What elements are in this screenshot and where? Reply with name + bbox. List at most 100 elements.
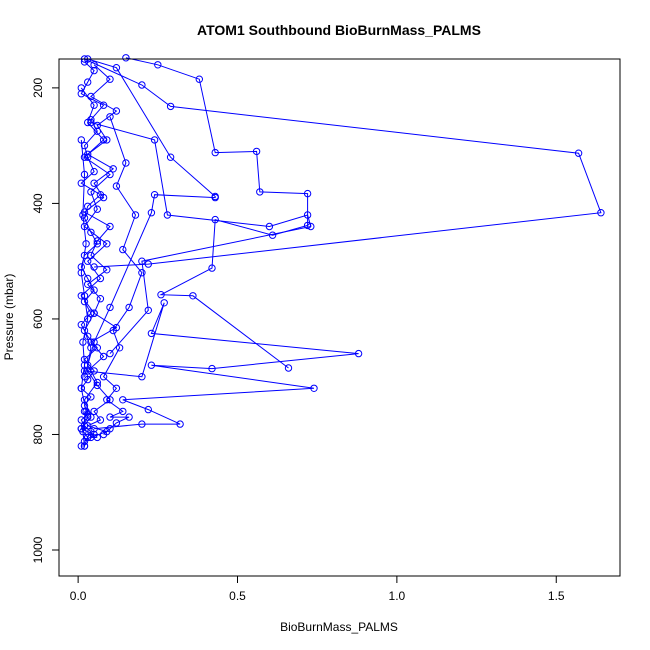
x-tick-label: 1.5 xyxy=(548,589,565,603)
data-point xyxy=(150,136,159,144)
data-point xyxy=(303,189,312,198)
data-point xyxy=(77,136,86,144)
data-point xyxy=(106,222,114,231)
data-point xyxy=(166,153,175,161)
data-point xyxy=(211,193,219,202)
data-point xyxy=(106,113,114,121)
data-point xyxy=(77,84,86,92)
data-point xyxy=(284,364,293,372)
chart-title: ATOM1 Southbound BioBurnMass_PALMS xyxy=(197,22,481,38)
data-point xyxy=(82,407,90,416)
data-point xyxy=(176,420,184,428)
data-point xyxy=(119,407,127,416)
data-point xyxy=(574,149,583,157)
data-point xyxy=(112,419,121,427)
y-tick-label: 400 xyxy=(31,193,45,213)
data-point xyxy=(211,148,219,157)
data-point xyxy=(84,315,92,323)
data-point xyxy=(125,413,133,421)
data-point xyxy=(82,240,90,248)
data-point xyxy=(106,75,114,83)
data-point xyxy=(106,425,114,433)
series-line-6 xyxy=(90,122,312,354)
data-point xyxy=(166,102,175,111)
data-point xyxy=(195,75,204,83)
data-point xyxy=(125,303,133,312)
data-point xyxy=(119,396,127,404)
data-point xyxy=(112,182,121,190)
data-point xyxy=(77,269,86,277)
data-point xyxy=(79,427,87,436)
data-point xyxy=(106,170,114,179)
data-point xyxy=(109,165,117,173)
data-point xyxy=(87,413,95,421)
data-point xyxy=(122,159,130,167)
data-point xyxy=(103,396,111,404)
data-point xyxy=(90,309,98,317)
series-line-4 xyxy=(84,58,602,268)
y-axis-label: Pressure (mbar) xyxy=(2,274,16,361)
data-point xyxy=(90,66,98,75)
data-point xyxy=(90,167,98,176)
data-point xyxy=(77,384,86,392)
data-point xyxy=(80,153,89,161)
series-line-7 xyxy=(84,302,359,430)
data-point xyxy=(150,191,159,199)
data-point xyxy=(112,64,121,72)
data-point xyxy=(84,257,92,265)
data-point xyxy=(87,188,95,196)
data-point xyxy=(112,107,121,115)
data-point xyxy=(122,54,130,62)
data-point xyxy=(96,416,105,424)
data-point xyxy=(77,90,86,98)
data-point xyxy=(90,179,98,187)
data-point xyxy=(106,413,114,421)
data-point xyxy=(84,422,92,430)
data-point xyxy=(93,127,102,135)
data-point xyxy=(138,269,146,277)
data-point xyxy=(77,321,86,329)
data-point xyxy=(90,286,98,294)
data-point xyxy=(93,433,102,442)
data-point xyxy=(87,393,95,401)
data-point xyxy=(99,373,108,381)
data-point xyxy=(138,81,146,89)
y-axis: 200 400 600 800 1000 xyxy=(31,78,60,563)
data-point xyxy=(99,430,108,439)
data-point xyxy=(99,193,108,202)
data-point xyxy=(109,326,117,335)
data-point xyxy=(77,442,86,450)
x-tick-label: 0.5 xyxy=(229,589,246,603)
plot-marks xyxy=(77,54,605,450)
series-line-3 xyxy=(125,57,309,369)
data-point xyxy=(208,264,216,272)
data-point xyxy=(79,211,87,219)
data-point xyxy=(90,425,98,433)
y-tick-label: 600 xyxy=(31,309,45,329)
data-point xyxy=(90,101,98,109)
data-point xyxy=(597,209,605,217)
data-point xyxy=(256,188,264,196)
x-axis-label: BioBurnMass_PALMS xyxy=(280,620,398,634)
data-point xyxy=(310,384,318,392)
data-point xyxy=(84,433,92,442)
data-point xyxy=(265,222,274,231)
series-line-10 xyxy=(80,139,89,447)
data-point xyxy=(119,245,127,254)
data-point xyxy=(138,373,146,381)
series-line-9 xyxy=(102,116,143,435)
data-point xyxy=(147,209,156,217)
data-point xyxy=(106,303,114,312)
y-tick-label: 1000 xyxy=(31,536,45,563)
data-point xyxy=(157,291,165,299)
data-point xyxy=(103,240,111,248)
data-point xyxy=(80,170,89,179)
data-point xyxy=(112,384,121,392)
series-line-8 xyxy=(80,87,111,447)
data-point xyxy=(87,228,95,237)
data-point xyxy=(208,364,216,373)
data-point xyxy=(90,407,98,416)
data-point xyxy=(147,361,156,369)
data-point xyxy=(160,299,168,307)
data-point xyxy=(87,344,95,352)
